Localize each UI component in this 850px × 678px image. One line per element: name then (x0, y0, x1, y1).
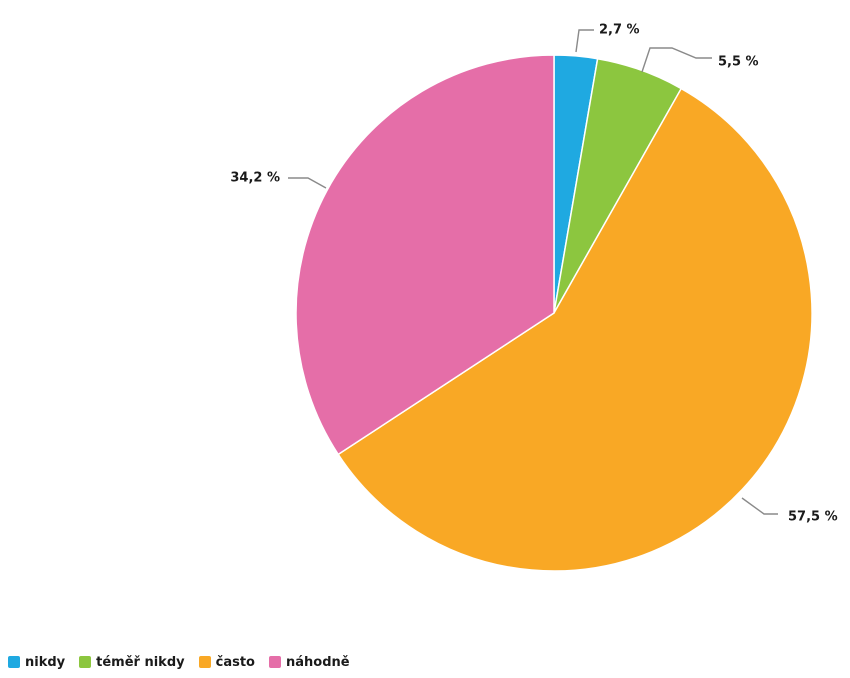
data-label-nikdy: 2,7 % (599, 23, 640, 38)
legend-label: téměř nikdy (96, 654, 185, 670)
leader-line-casto (741, 497, 778, 515)
legend-label: nikdy (25, 654, 66, 670)
legend-label: náhodně (285, 654, 350, 670)
legend-item-nikdy[interactable]: nikdy (8, 655, 65, 670)
chart-legend: nikdy téměř nikdy často náhodně (8, 652, 350, 672)
legend-item-teme-nikdy[interactable]: téměř nikdy (79, 654, 185, 670)
legend-label: často (215, 654, 255, 670)
legend-swatch-nahodne (268, 656, 281, 668)
legend-swatch-teme-nikdy (79, 656, 92, 668)
legend-swatch-casto (198, 656, 211, 668)
legend-item-casto[interactable]: často (198, 654, 255, 670)
data-label-casto: 57,5 % (788, 510, 838, 525)
leader-line-nikdy (575, 29, 594, 53)
data-label-nahodne: 34,2 % (230, 171, 280, 186)
pie-slice-nahodne (295, 54, 555, 456)
leader-line-nahodne (288, 177, 327, 189)
pie-chart-svg: 2,7 % 5,5 % 57,5 % 34,2 % (230, 23, 838, 572)
leader-line-teme-nikdy (641, 47, 712, 73)
data-label-teme-nikdy: 5,5 % (718, 55, 759, 70)
legend-item-nahodne[interactable]: náhodně (268, 654, 350, 670)
pie-slice-casto (337, 87, 813, 572)
legend-swatch-nikdy (8, 656, 20, 668)
